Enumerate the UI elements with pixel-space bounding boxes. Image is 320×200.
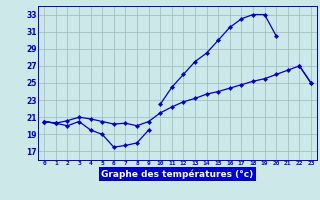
X-axis label: Graphe des températures (°c): Graphe des températures (°c) bbox=[101, 169, 254, 179]
